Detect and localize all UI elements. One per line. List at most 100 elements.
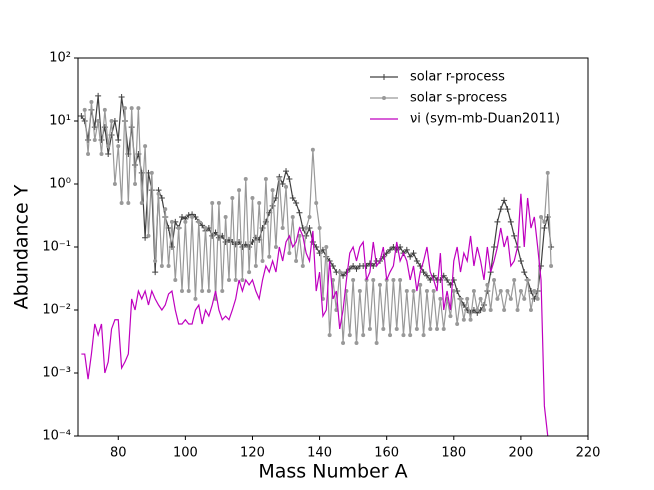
marker — [528, 308, 533, 312]
marker — [142, 234, 149, 241]
marker — [390, 244, 397, 250]
marker — [280, 226, 285, 231]
marker — [403, 246, 410, 253]
x-axis-label: Mass Number A — [258, 461, 407, 483]
marker — [370, 262, 377, 269]
marker — [186, 289, 191, 294]
marker — [95, 92, 102, 99]
y-tick-label: 10⁻⁴ — [42, 429, 71, 444]
legend-label: solar r-process — [410, 70, 505, 85]
marker — [200, 289, 205, 294]
marker — [441, 326, 446, 331]
marker — [512, 277, 517, 282]
marker — [488, 308, 493, 312]
marker — [431, 289, 436, 294]
x-tick-label: 120 — [240, 446, 265, 461]
marker — [222, 239, 229, 246]
marker — [133, 182, 138, 186]
marker — [239, 244, 246, 250]
marker — [387, 246, 394, 253]
x-tick-label: 200 — [508, 446, 533, 461]
marker — [230, 195, 235, 200]
legend-marker — [381, 74, 387, 80]
marker — [237, 188, 242, 193]
marker — [357, 289, 362, 294]
marker — [159, 263, 164, 268]
marker — [240, 277, 245, 282]
marker — [233, 277, 238, 282]
marker — [408, 333, 413, 338]
marker — [122, 106, 127, 111]
marker — [287, 251, 292, 256]
marker — [223, 214, 228, 219]
marker — [545, 170, 550, 175]
marker — [105, 150, 112, 157]
marker — [152, 269, 159, 276]
marker — [89, 100, 94, 105]
marker — [86, 151, 91, 156]
marker — [548, 244, 555, 250]
marker — [294, 258, 299, 263]
marker — [290, 214, 295, 219]
marker — [85, 136, 92, 143]
marker — [438, 296, 443, 301]
marker — [521, 269, 528, 276]
x-tick-label: 80 — [110, 446, 127, 461]
marker — [498, 289, 503, 294]
marker — [539, 214, 544, 219]
marker — [82, 107, 87, 112]
marker — [158, 194, 165, 201]
marker — [180, 289, 185, 294]
marker — [203, 226, 208, 231]
series-line — [84, 101, 552, 343]
marker — [196, 219, 201, 224]
marker — [515, 308, 520, 312]
marker — [367, 326, 372, 331]
marker — [193, 296, 198, 301]
marker — [340, 272, 347, 279]
marker — [455, 321, 460, 326]
marker — [109, 119, 114, 123]
marker — [106, 144, 111, 149]
marker — [179, 213, 186, 220]
marker — [471, 289, 476, 294]
marker — [511, 232, 518, 239]
plot-area — [78, 92, 555, 436]
marker — [96, 119, 101, 123]
marker — [481, 308, 486, 312]
marker — [263, 177, 268, 182]
x-tick-label: 160 — [374, 446, 399, 461]
marker — [388, 333, 393, 338]
y-tick-label: 10⁻¹ — [42, 240, 71, 255]
marker — [324, 245, 329, 249]
marker — [532, 289, 537, 294]
marker — [366, 260, 373, 267]
marker — [126, 200, 131, 205]
y-axis-label: Abundance Y — [11, 184, 33, 309]
marker — [423, 272, 430, 279]
marker — [495, 296, 500, 301]
marker — [215, 234, 222, 241]
marker — [220, 289, 225, 294]
marker — [143, 144, 148, 149]
marker — [300, 263, 305, 268]
marker — [347, 333, 352, 338]
marker — [394, 326, 399, 331]
marker — [435, 326, 440, 331]
marker — [115, 136, 122, 143]
marker — [316, 250, 323, 257]
marker — [296, 209, 303, 216]
marker — [448, 314, 453, 319]
marker — [267, 254, 272, 259]
marker — [116, 144, 121, 149]
marker — [257, 200, 262, 205]
marker — [494, 218, 501, 225]
marker — [286, 176, 293, 183]
marker — [353, 265, 360, 272]
y-tick-label: 10¹ — [49, 114, 71, 129]
marker — [501, 197, 508, 204]
marker — [139, 200, 144, 205]
marker — [216, 200, 221, 205]
marker — [507, 218, 514, 225]
marker — [341, 340, 346, 345]
